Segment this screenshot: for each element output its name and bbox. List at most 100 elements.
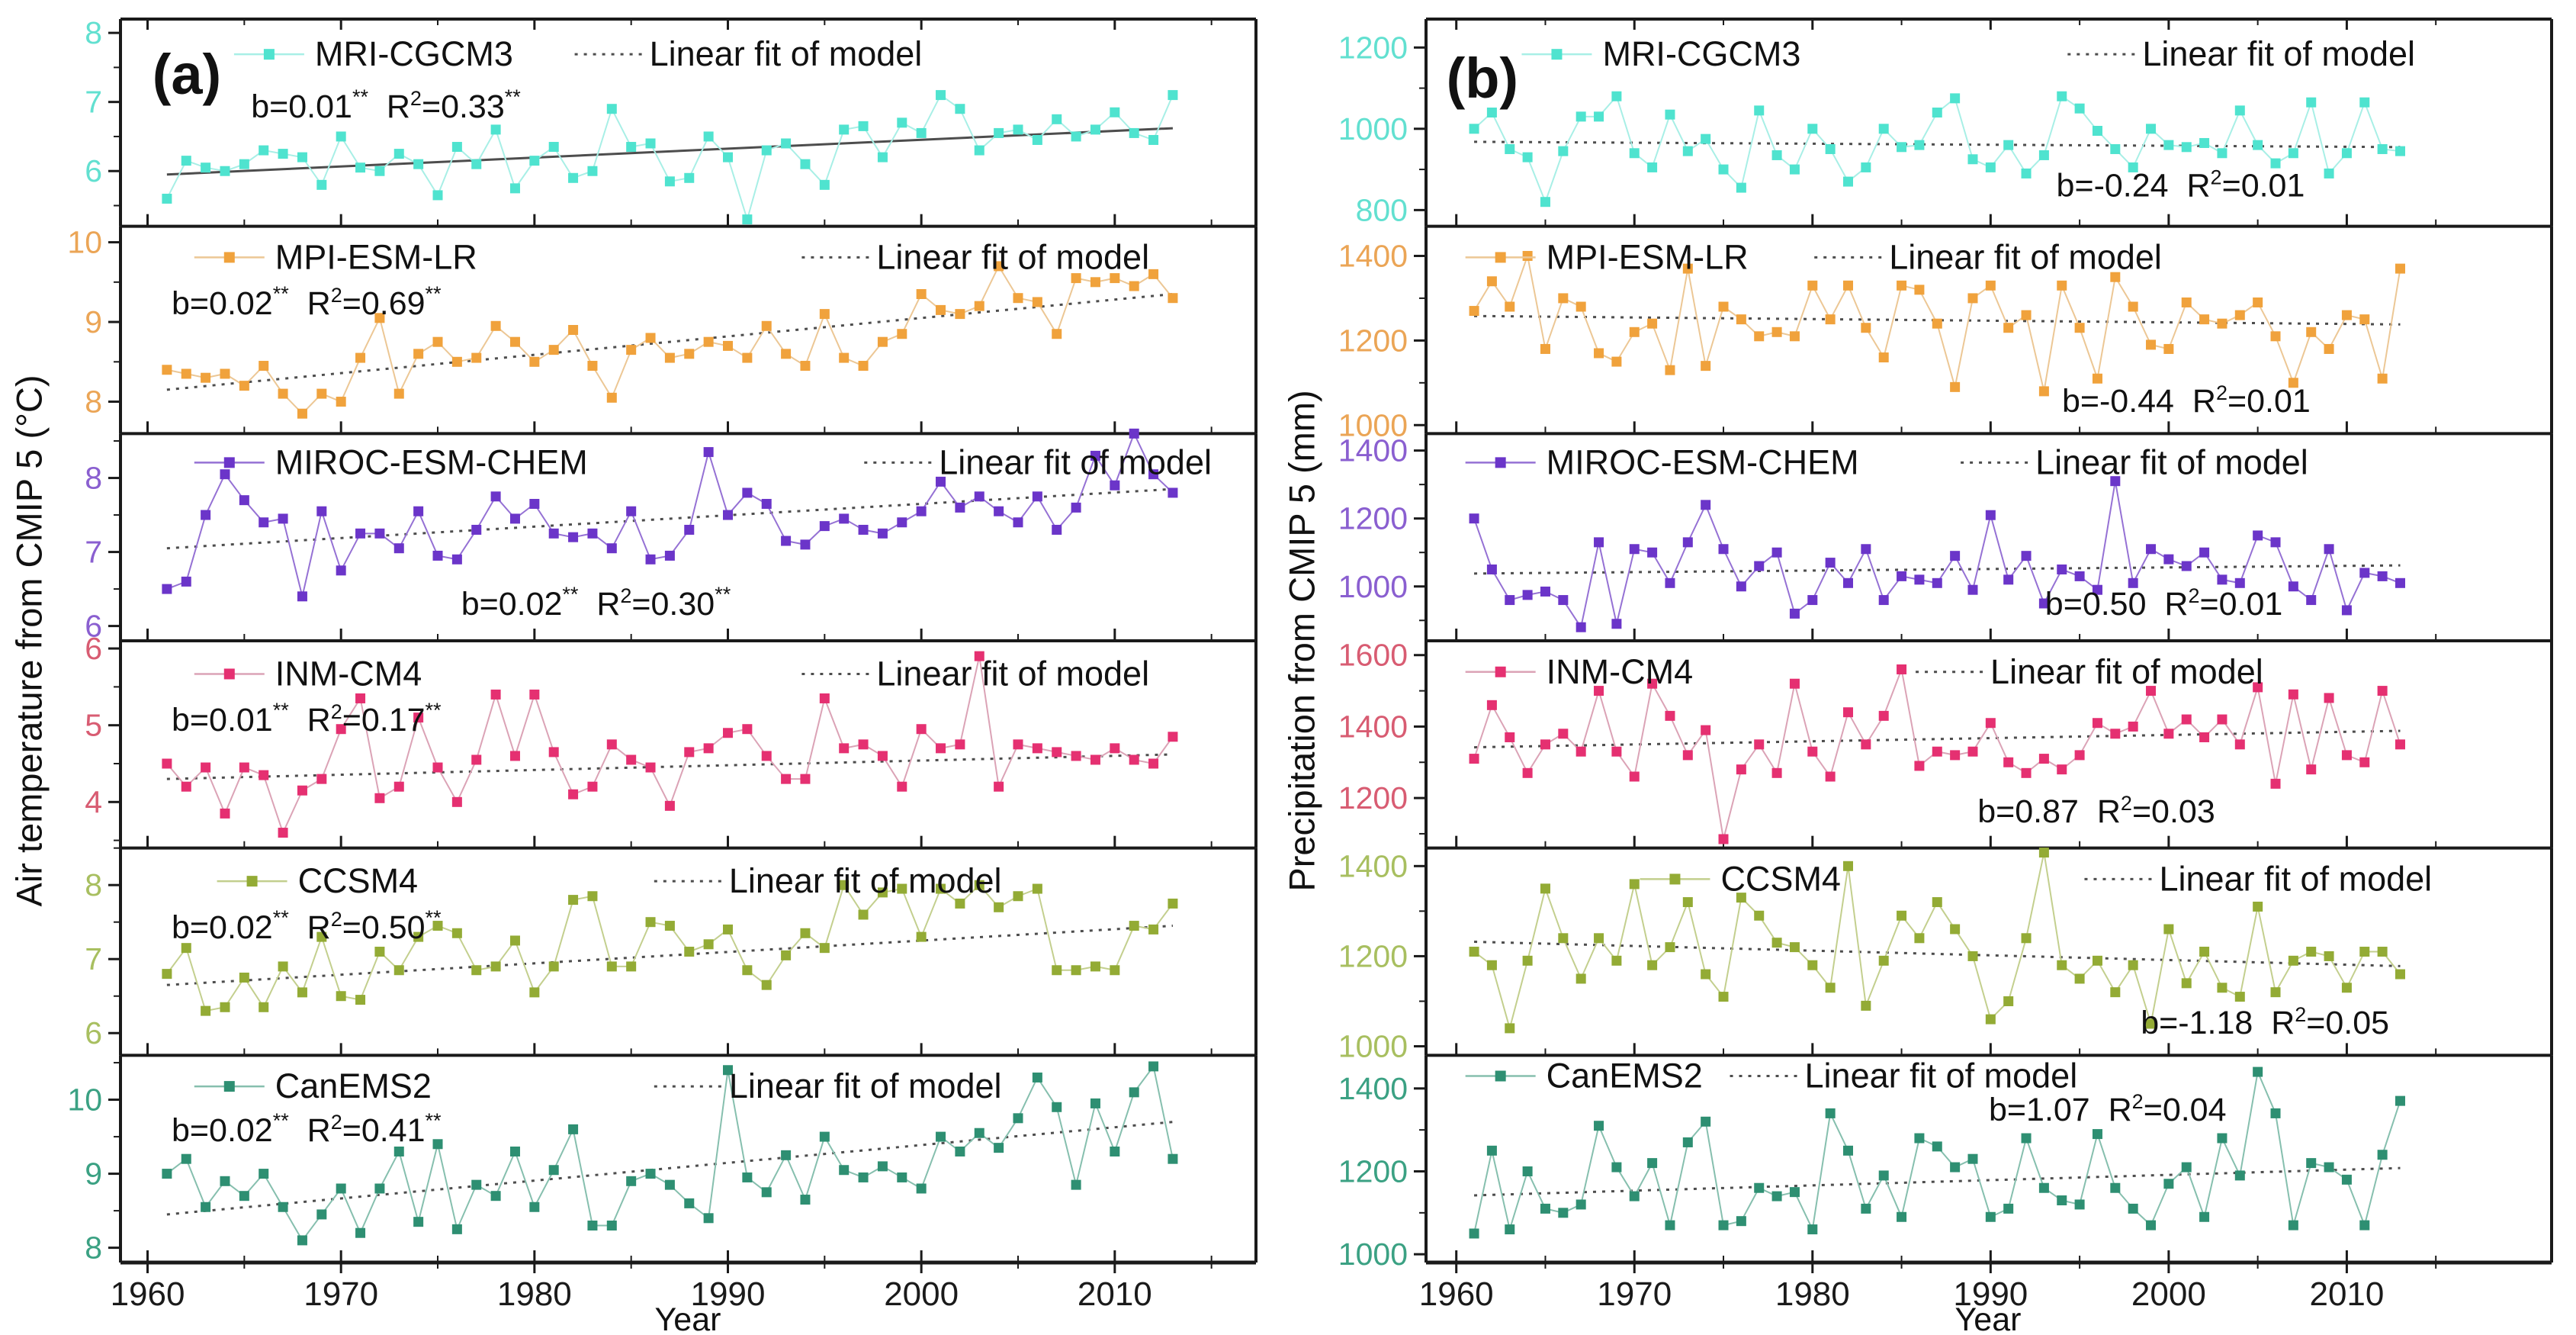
data-point-marker [316,931,327,942]
data-point-marker [220,808,230,819]
data-point-marker [1090,124,1100,135]
data-point-marker [1168,487,1178,498]
data-point-marker [703,447,714,458]
data-point-marker [684,524,695,535]
data-point-marker [1148,269,1159,279]
data-point-marker [1914,1133,1925,1144]
data-point-marker [1469,1228,1479,1239]
data-point-marker [2306,595,2317,606]
data-point-marker [548,1165,559,1176]
data-point-marker [703,939,714,950]
data-point-marker [1090,1098,1100,1108]
data-point-marker [1575,1199,1586,1210]
data-point-marker [1754,910,1765,921]
legend-fit-label: Linear fit of model [729,861,1002,900]
y-tick-label: 1000 [1338,1237,1408,1272]
data-point-marker [2253,901,2263,912]
data-point-marker [916,724,927,735]
data-point-marker [1950,93,1961,104]
x-tick-label: 1980 [1775,1275,1850,1313]
legend-fit-label: Linear fit of model [1990,652,2263,691]
data-point-marker [1469,306,1479,317]
data-point-marker [181,781,191,792]
data-point-marker [897,117,907,128]
legend-model-label: MPI-ESM-LR [275,237,477,276]
data-point-marker [858,1172,869,1182]
data-point-marker [2074,973,2085,984]
data-point-marker [819,309,830,320]
stats-text: b=0.50 R2=0.01 [2045,584,2283,622]
data-point-marker [336,397,346,407]
legend-model-label: CCSM4 [1720,859,1841,898]
data-point-marker [1754,1182,1765,1193]
linear-fit-line [166,487,1174,550]
data-point-marker [664,176,675,187]
data-point-marker [1825,983,1836,993]
data-point-marker [374,1183,385,1194]
data-point-marker [936,304,946,315]
data-point-marker [645,138,656,149]
data-point-marker [568,895,579,906]
data-point-marker [1789,331,1800,342]
data-point-marker [2270,778,2281,789]
data-point-marker [1967,584,1978,595]
data-point-marker [723,728,734,738]
data-point-marker [1594,1121,1604,1131]
x-tick-label: 1980 [497,1275,572,1313]
data-point-marker [1897,664,1907,674]
data-point-marker [1647,678,1658,689]
data-point-marker [1932,897,1942,908]
data-point-marker [1878,1170,1889,1181]
data-point-marker [1682,1137,1693,1147]
data-point-marker [1505,732,1515,742]
data-point-marker [529,689,540,700]
data-point-marker [1486,700,1497,710]
data-point-marker [2181,561,2192,571]
data-point-marker [742,1172,753,1182]
y-tick-label: 9 [85,304,102,339]
data-point-marker [278,149,288,159]
data-point-marker [181,368,191,379]
stats-text: b=-1.18 R2=0.05 [2141,1003,2389,1041]
data-point-marker [529,356,540,367]
data-point-marker [2253,1066,2263,1077]
data-point-marker [955,309,965,320]
legend-fit-label: Linear fit of model [1805,1057,2078,1095]
legend-series-marker [1495,666,1506,677]
data-point-marker [1013,293,1023,304]
data-point-marker [761,499,772,510]
y-tick-label: 1000 [1338,407,1408,442]
data-point-marker [839,352,850,363]
data-point-marker [2128,721,2138,732]
data-point-marker [1540,883,1550,894]
data-point-marker [2341,750,2352,761]
data-point-marker [974,301,984,311]
data-point-marker [393,543,404,554]
data-point-marker [2163,554,2174,565]
data-point-marker [1771,150,1782,160]
data-point-marker [858,524,869,535]
data-point-marker [162,193,172,204]
data-point-marker [684,349,695,359]
data-point-marker [1736,764,1746,775]
linear-fit-line [166,925,1174,986]
data-point-marker [1110,480,1120,491]
data-point-marker [1071,273,1081,284]
data-point-marker [1754,105,1765,116]
subplot-b-MIROC-ESM-CHEM: 1000 1200 1400 MIROC-ESM-CHEM Linear fit of … [1338,433,2553,643]
data-point-marker [1878,710,1889,721]
data-point-marker [471,754,482,765]
data-point-marker [2163,924,2174,934]
data-point-marker [1771,547,1782,558]
data-point-marker [181,1153,191,1164]
data-point-marker [1522,152,1533,162]
data-point-marker [2341,1174,2352,1185]
data-point-marker [2128,577,2138,588]
data-point-marker [393,388,404,399]
data-point-marker [587,781,598,792]
data-point-marker [1914,285,1925,295]
data-point-marker [1168,293,1178,304]
data-point-marker [451,796,462,807]
data-point-marker [723,1065,734,1076]
data-point-marker [723,924,734,934]
